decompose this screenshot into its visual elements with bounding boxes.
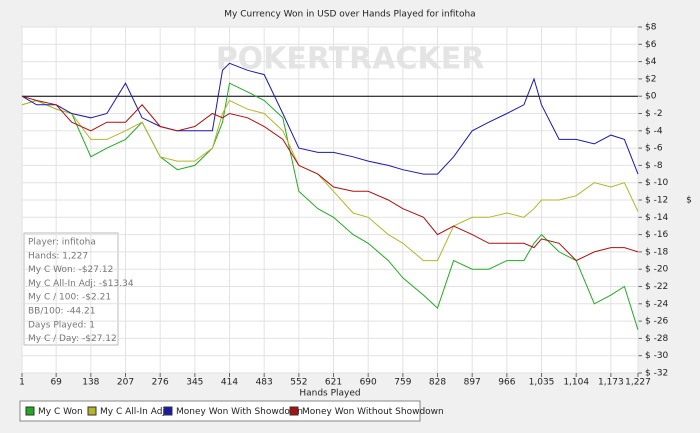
y-tick-label: $ -28 xyxy=(645,334,669,344)
stats-line: BB/100: -44.21 xyxy=(28,307,95,317)
stats-line: My C Won: -$27.12 xyxy=(28,265,113,275)
stats-line: My C All-In Adj: -$13.34 xyxy=(28,279,134,289)
chart-title: My Currency Won in USD over Hands Played… xyxy=(224,10,475,20)
stats-line: Days Played: 1 xyxy=(28,320,95,330)
x-tick-label: 345 xyxy=(186,378,203,388)
x-tick-label: 1,035 xyxy=(529,378,555,388)
y-tick-label: $ -4 xyxy=(645,126,663,136)
y-tick-label: $ -10 xyxy=(645,178,669,188)
legend-label: My C All-In Adj xyxy=(100,407,165,417)
legend-label: My C Won xyxy=(38,407,83,417)
x-tick-label: 483 xyxy=(256,378,273,388)
x-tick-label: 966 xyxy=(498,378,515,388)
x-axis-label: Hands Played xyxy=(299,389,360,399)
y-tick-label: $ -18 xyxy=(645,247,669,257)
x-tick-label: 552 xyxy=(290,378,307,388)
y-tick-label: $0 xyxy=(645,92,657,102)
y-tick-label: $ -22 xyxy=(645,282,668,292)
x-tick-label: 828 xyxy=(429,378,446,388)
y-tick-label: $ -20 xyxy=(645,265,669,275)
series-line xyxy=(21,99,639,262)
y-tick-label: $ -30 xyxy=(645,351,669,361)
y-tick-label: $ -26 xyxy=(645,317,669,327)
stats-line: My C / Day: -$27.12 xyxy=(28,334,117,344)
legend-swatch xyxy=(25,406,35,416)
y-tick-label: $ -6 xyxy=(645,144,663,154)
y-tick-label: $ -16 xyxy=(645,230,669,240)
stats-line: Player: infitoha xyxy=(28,238,96,248)
x-tick-label: 276 xyxy=(152,378,169,388)
x-tick-label: 207 xyxy=(117,378,134,388)
y-tick-label: $ -2 xyxy=(645,109,663,119)
x-tick-label: 1 xyxy=(19,378,25,388)
x-tick-label: 414 xyxy=(221,378,238,388)
y-tick-label: $ -24 xyxy=(645,299,669,309)
stats-line: My C / 100: -$2.21 xyxy=(28,293,111,303)
legend-box xyxy=(19,400,421,422)
legend-swatch xyxy=(87,406,97,416)
x-tick-label: 138 xyxy=(82,378,99,388)
y-tick-label: $2 xyxy=(645,74,656,84)
x-tick-label: 897 xyxy=(464,378,481,388)
y-tick-label: $8 xyxy=(645,23,657,33)
series-line xyxy=(21,62,639,175)
series-line xyxy=(21,95,639,262)
series-line xyxy=(21,82,639,330)
x-tick-label: 1,104 xyxy=(563,378,589,388)
x-tick-label: 690 xyxy=(360,378,377,388)
y-tick-label: $4 xyxy=(645,57,657,67)
y-tick-label: $ -12 xyxy=(645,196,668,206)
y-tick-label: $ -8 xyxy=(645,161,663,171)
x-tick-label: 1,227 xyxy=(625,378,651,388)
y-tick-label: $ -32 xyxy=(645,369,668,379)
watermark: POKERTRACKER xyxy=(216,42,485,77)
x-tick-label: 759 xyxy=(394,378,411,388)
x-tick-label: 621 xyxy=(325,378,342,388)
legend-swatch xyxy=(289,406,299,416)
y-axis-label: $ xyxy=(686,196,692,206)
stats-line: Hands: 1,227 xyxy=(28,251,88,261)
y-tick-label: $6 xyxy=(645,40,657,50)
x-tick-label: 69 xyxy=(50,378,62,388)
legend-label: Money Won With Showdown xyxy=(176,407,303,417)
legend-label: Money Won Without Showdown xyxy=(302,407,444,417)
y-tick-label: $ -14 xyxy=(645,213,669,223)
x-tick-label: 1,173 xyxy=(598,378,624,388)
legend-swatch xyxy=(163,406,173,416)
